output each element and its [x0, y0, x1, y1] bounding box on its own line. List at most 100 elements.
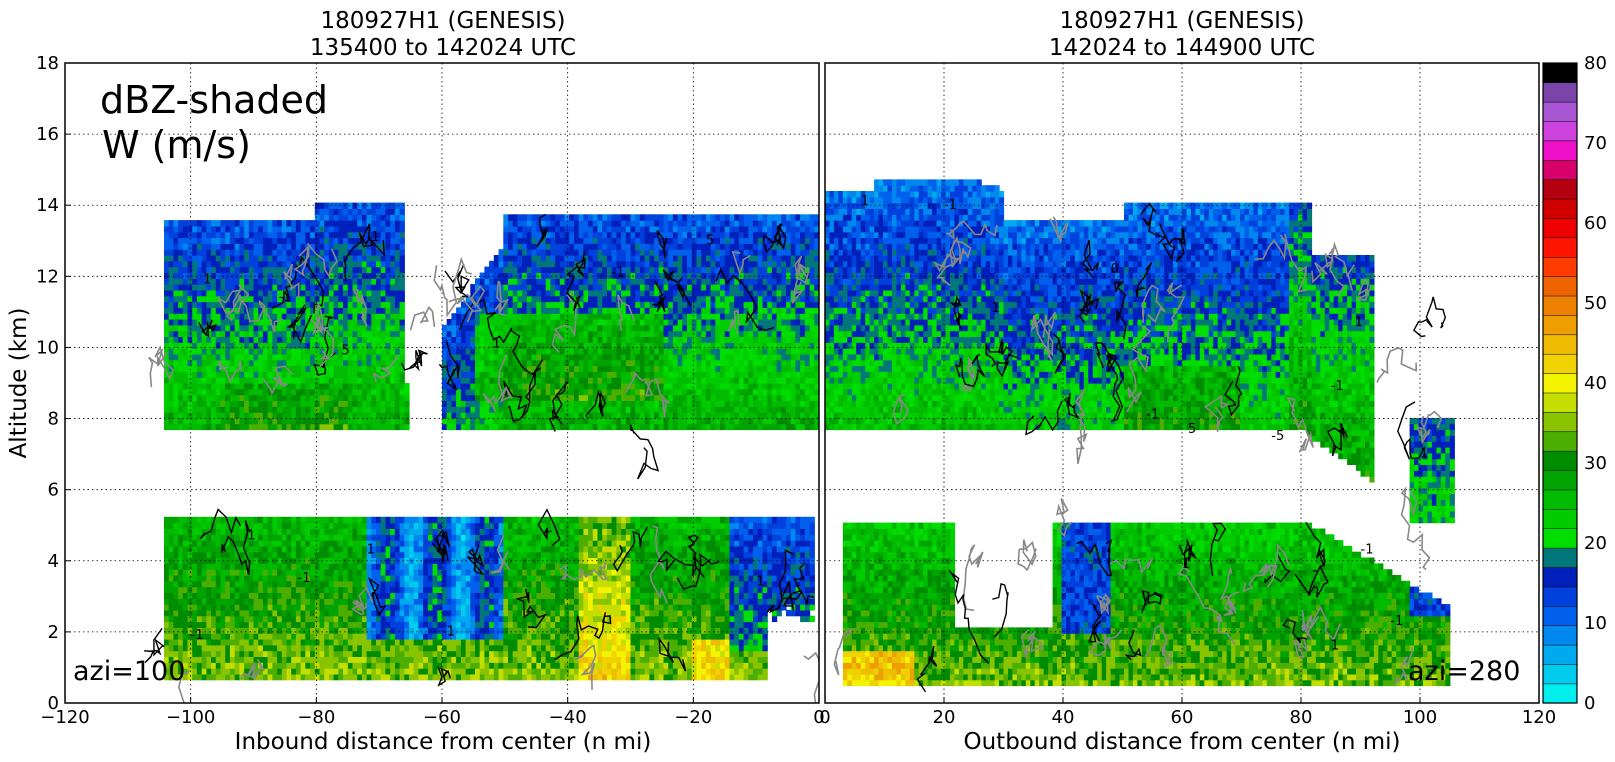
dbz-cell — [324, 295, 330, 303]
dbz-cell — [451, 563, 457, 570]
dbz-cell — [475, 278, 481, 285]
dbz-cell — [437, 639, 443, 646]
dbz-cell — [281, 662, 288, 669]
dbz-cell — [291, 627, 297, 634]
dbz-cell — [239, 319, 245, 326]
dbz-cell — [187, 534, 193, 541]
dbz-cell — [475, 639, 481, 646]
dbz-cell — [536, 330, 542, 337]
dbz-cell — [357, 615, 363, 623]
dbz-cell — [253, 307, 259, 314]
dbz-cell — [215, 289, 222, 297]
dbz-cell — [164, 580, 170, 588]
dbz-cell — [168, 621, 174, 628]
dbz-cell — [442, 604, 448, 611]
dbz-cell — [498, 621, 504, 628]
dbz-cell — [196, 249, 203, 256]
dbz-cell — [352, 371, 358, 378]
dbz-cell — [220, 220, 226, 227]
dbz-cell — [234, 220, 240, 227]
dbz-cell — [253, 278, 259, 285]
dbz-cell — [413, 540, 419, 547]
dbz-cell — [201, 528, 207, 535]
dbz-cell — [168, 609, 174, 617]
dbz-cell — [371, 249, 377, 256]
dbz-cell — [460, 586, 467, 593]
dbz-cell — [352, 231, 358, 239]
dbz-cell — [347, 295, 354, 303]
dbz-cell — [291, 522, 297, 529]
dbz-cell — [272, 336, 278, 343]
dbz-cell — [234, 336, 240, 343]
dbz-cell — [239, 295, 245, 303]
dbz-cell — [418, 540, 424, 547]
dbz-cell — [343, 557, 349, 564]
dbz-cell — [201, 365, 207, 372]
dbz-cell — [192, 383, 198, 390]
dbz-cell — [267, 249, 273, 256]
dbz-cell — [446, 563, 452, 570]
dbz-cell — [347, 307, 354, 314]
dbz-cell — [456, 656, 462, 663]
dbz-cell — [215, 412, 222, 419]
dbz-cell — [291, 225, 297, 233]
dbz-cell — [347, 406, 354, 413]
dbz-cell — [248, 615, 255, 623]
dbz-cell — [493, 295, 500, 303]
dbz-cell — [531, 313, 537, 320]
dbz-cell — [413, 516, 419, 524]
dbz-cell — [451, 639, 457, 646]
dbz-cell — [272, 423, 278, 431]
dbz-cell — [324, 289, 330, 297]
dbz-cell — [399, 563, 405, 570]
dbz-cell — [390, 423, 396, 431]
dbz-cell — [460, 650, 467, 657]
dbz-cell — [178, 417, 184, 425]
dbz-cell — [479, 609, 485, 617]
dbz-cell — [394, 621, 401, 628]
dbz-cell — [324, 580, 330, 588]
dbz-cell — [248, 592, 255, 599]
dbz-cell — [272, 237, 278, 244]
dbz-cell — [248, 609, 255, 617]
dbz-cell — [526, 324, 533, 332]
dbz-cell — [489, 586, 495, 593]
dbz-cell — [328, 569, 335, 576]
dbz-cell — [508, 627, 514, 634]
dbz-cell — [517, 220, 523, 227]
dbz-cell — [182, 278, 189, 285]
dbz-cell — [361, 365, 368, 372]
dbz-cell — [225, 563, 231, 570]
dbz-cell — [479, 417, 485, 425]
dbz-cell — [225, 551, 231, 559]
dbz-cell — [508, 231, 514, 239]
dbz-cell — [234, 330, 240, 337]
dbz-cell — [343, 202, 349, 209]
dbz-cell — [404, 388, 410, 396]
dbz-cell — [164, 615, 170, 623]
dbz-cell — [394, 656, 401, 663]
dbz-cell — [399, 214, 405, 221]
dbz-cell — [286, 272, 292, 279]
dbz-cell — [281, 313, 288, 320]
dbz-cell — [456, 615, 462, 623]
dbz-cell — [314, 353, 321, 361]
dbz-cell — [182, 307, 189, 314]
dbz-cell — [164, 225, 170, 233]
dbz-cell — [305, 528, 311, 535]
dbz-cell — [178, 377, 184, 384]
dbz-cell — [215, 260, 222, 268]
dbz-cell — [371, 330, 377, 337]
dbz-cell — [300, 598, 306, 605]
dbz-cell — [262, 627, 269, 634]
dbz-cell — [164, 673, 170, 681]
dbz-cell — [536, 371, 542, 378]
dbz-cell — [333, 278, 339, 285]
dbz-cell — [394, 365, 401, 372]
dbz-cell — [192, 668, 198, 675]
dbz-cell — [272, 662, 278, 669]
dbz-cell — [489, 609, 495, 617]
dbz-cell — [229, 324, 236, 332]
dbz-cell — [489, 540, 495, 547]
dbz-cell — [484, 284, 490, 291]
